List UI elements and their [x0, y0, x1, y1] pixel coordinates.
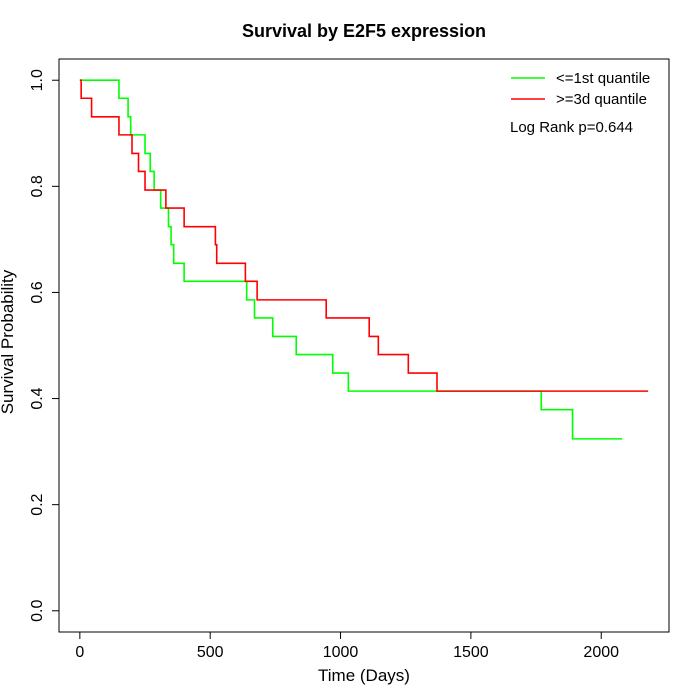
y-axis-label: Survival Probability [0, 269, 17, 414]
x-tick-label: 500 [197, 644, 224, 661]
y-tick-label: 0.4 [29, 387, 46, 409]
y-tick-label: 0.0 [29, 600, 46, 622]
chart-title: Survival by E2F5 expression [242, 21, 486, 41]
y-tick-label: 0.6 [29, 281, 46, 303]
x-tick-label: 0 [75, 644, 84, 661]
legend-label-2: >=3d quantile [556, 91, 647, 108]
y-tick-label: 1.0 [29, 69, 46, 91]
y-tick-label: 0.2 [29, 493, 46, 515]
plot-area-frame [58, 58, 670, 633]
x-axis-label: Time (Days) [318, 666, 410, 685]
y-tick-label: 0.8 [29, 175, 46, 197]
x-tick-label: 2000 [583, 644, 619, 661]
series-layer [79, 79, 649, 440]
x-tick-label: 1000 [323, 644, 359, 661]
x-axis: 0 500 1000 1500 2000 [75, 631, 619, 661]
log-rank-annotation: Log Rank p=0.644 [510, 119, 633, 136]
series-line-1 [79, 79, 623, 440]
series-line-2 [79, 79, 649, 392]
legend: <=1st quantile >=3d quantile [511, 70, 650, 108]
y-axis: 0.0 0.2 0.4 0.6 0.8 1.0 [29, 69, 60, 622]
x-tick-label: 1500 [453, 644, 489, 661]
legend-label-1: <=1st quantile [556, 70, 650, 87]
